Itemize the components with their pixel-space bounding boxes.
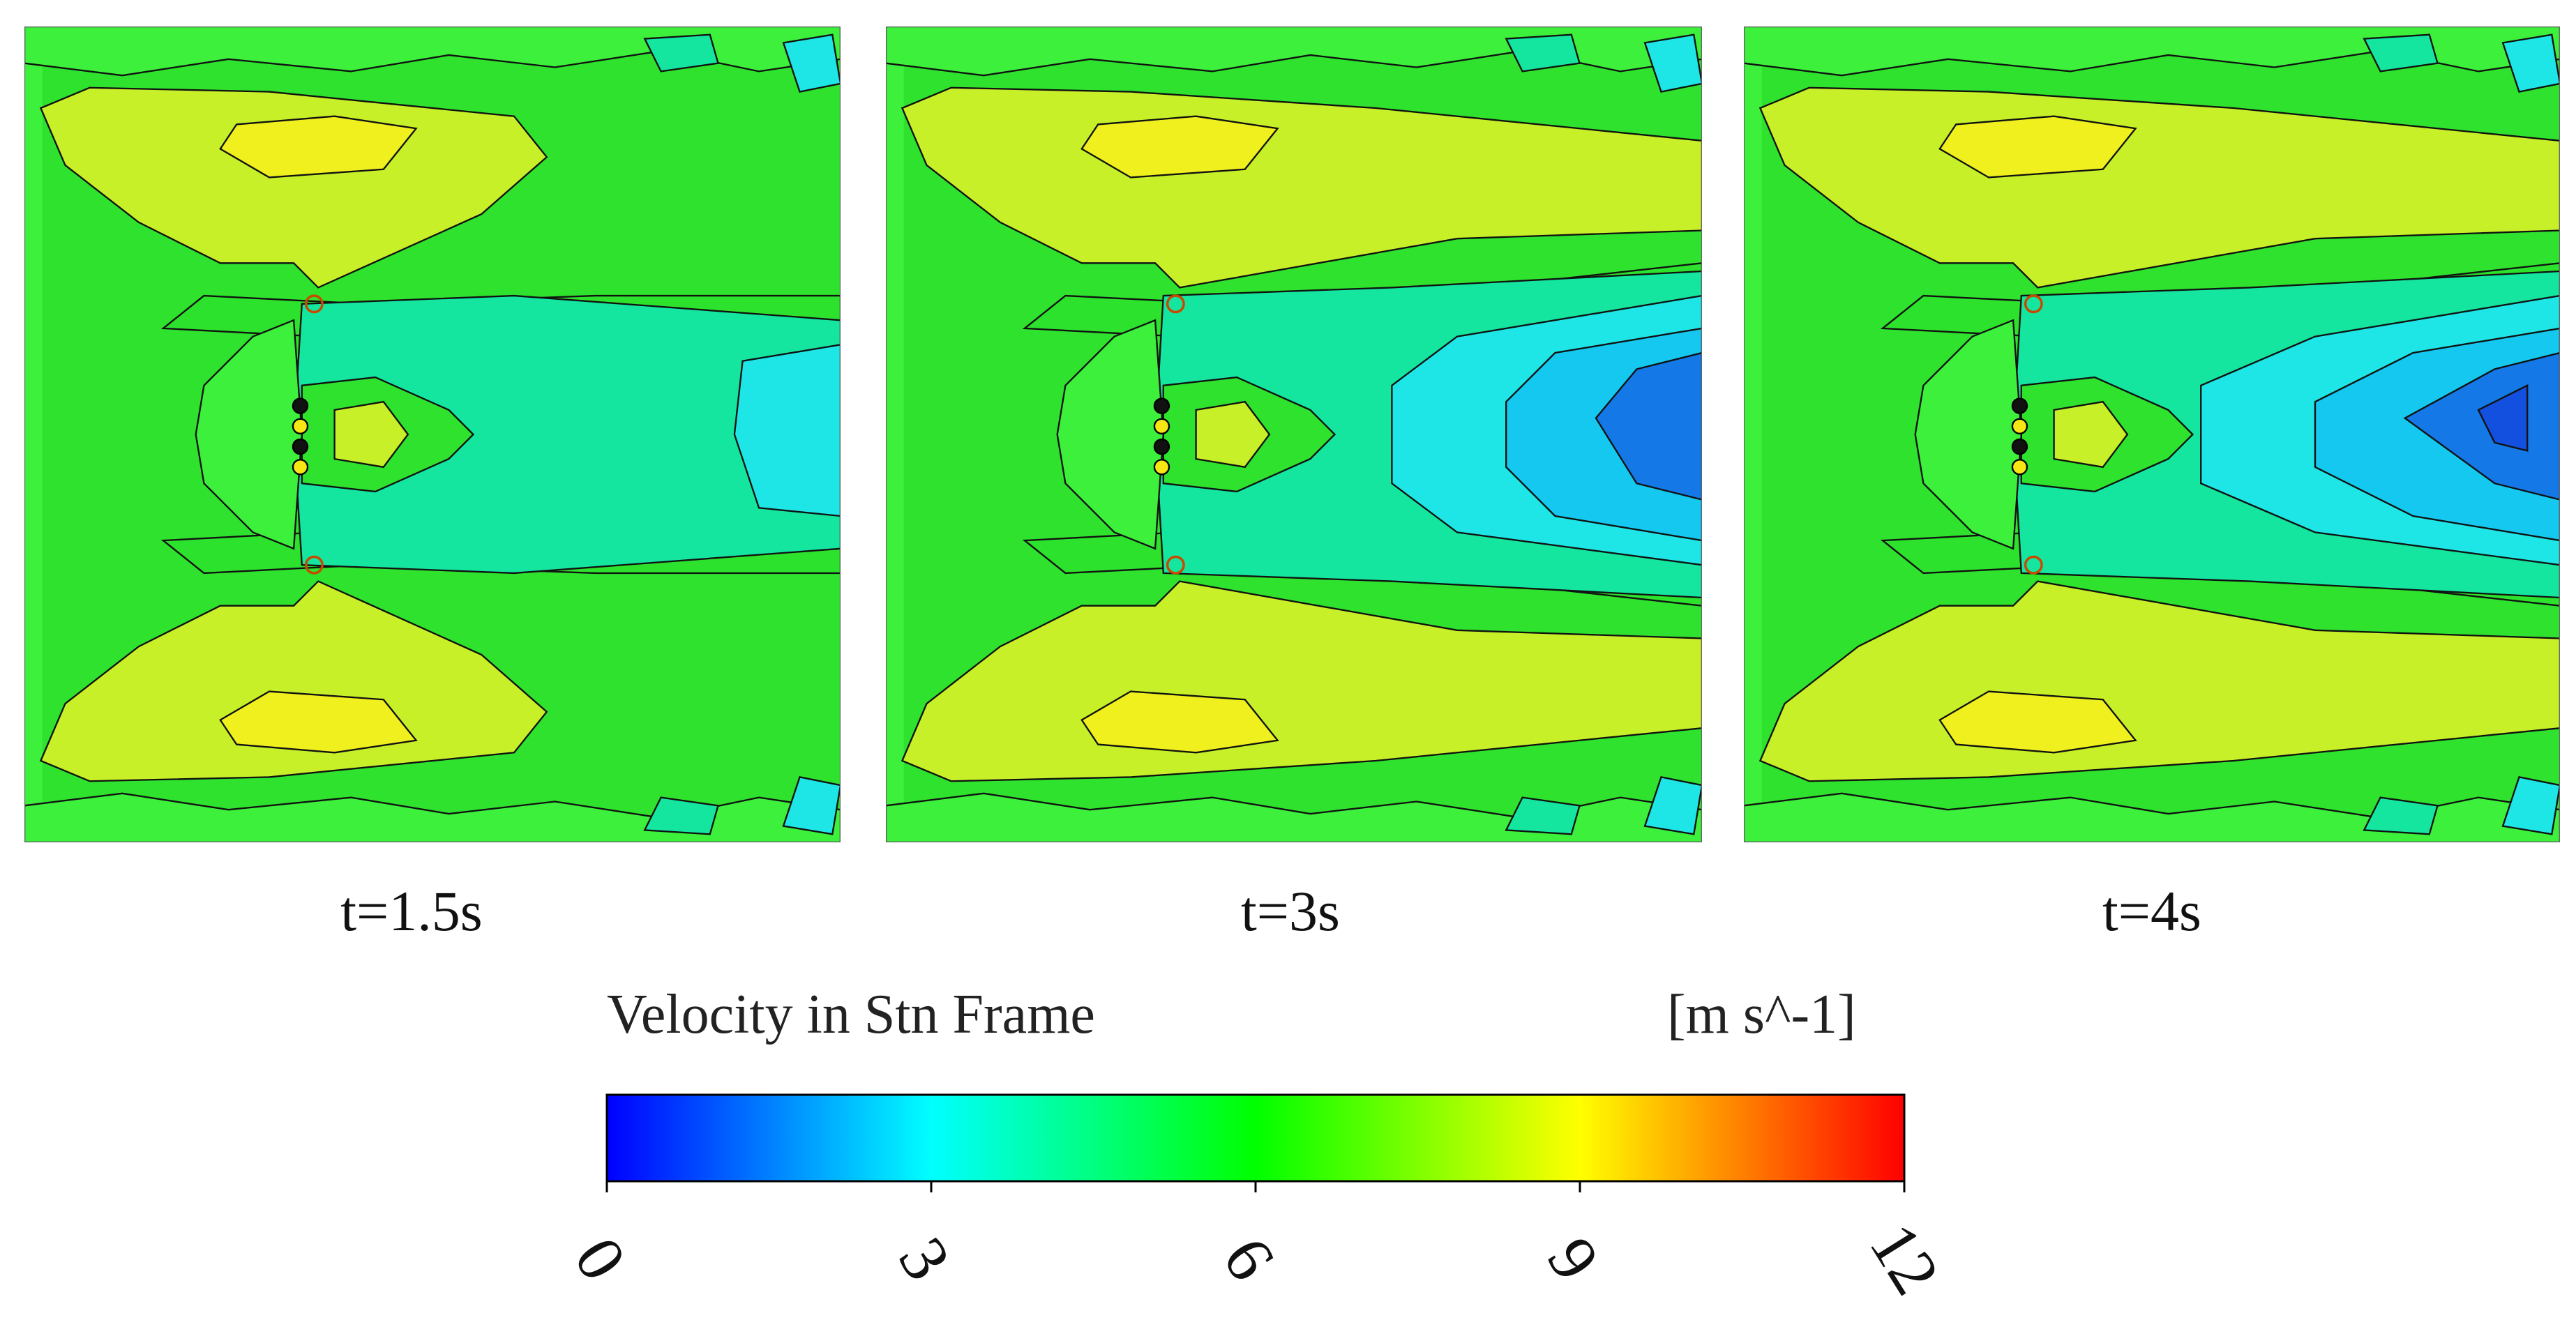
obstacle-marker [1153, 459, 1170, 476]
boundary-patch2-bottom [2501, 776, 2560, 835]
boundary-patch2-bottom [1643, 776, 1702, 835]
obstacle-marker [2011, 397, 2028, 414]
boundary-band-bottom [1744, 792, 2560, 842]
legend-tick-2: 6 [1209, 1224, 1290, 1293]
velocity-deficit-zone [733, 344, 841, 517]
boundary-band-bottom [886, 792, 1702, 842]
obstacle-edge-top [1166, 294, 1185, 314]
obstacle-marker [2011, 438, 2028, 455]
obstacle-marker [1153, 397, 1170, 414]
boundary-patch-bottom [643, 796, 719, 835]
contour-panel-3 [1744, 26, 2560, 842]
jet-core-upper [1080, 115, 1279, 179]
legend-title: Velocity in Stn Frame [607, 984, 1095, 1045]
legend-tick-0: 0 [560, 1224, 642, 1293]
obstacle-wake-core [2053, 400, 2129, 469]
boundary-patch2-top [782, 33, 841, 93]
jet-core-upper [219, 115, 418, 179]
obstacle-marker [292, 459, 309, 476]
obstacle-wake-core [333, 400, 409, 469]
obstacle-wake-core [1195, 400, 1271, 469]
boundary-patch-top [2363, 33, 2439, 73]
obstacle-edge-top [2024, 294, 2043, 314]
boundary-band-bottom [24, 792, 841, 842]
jet-core-upper [1938, 115, 2137, 179]
obstacle-marker [2011, 418, 2028, 434]
velocity-deficit-core [1595, 351, 1702, 501]
obstacle-marker [292, 438, 309, 455]
legend-tick-4: 12 [1855, 1211, 1954, 1307]
inlet-strip [1744, 26, 1762, 842]
boundary-patch2-bottom [782, 776, 841, 835]
panel-caption-2: t=3s [1241, 879, 1340, 943]
legend-tick-1: 3 [884, 1224, 966, 1293]
boundary-patch2-top [1643, 33, 1702, 93]
obstacle-edge-bottom [2024, 555, 2043, 575]
boundary-band-top [886, 26, 1702, 77]
inlet-strip [886, 26, 904, 842]
boundary-patch-top [643, 33, 719, 73]
boundary-patch-top [1505, 33, 1581, 73]
boundary-patch2-top [2501, 33, 2560, 93]
jet-core-lower [1938, 690, 2137, 754]
obstacle-edge-bottom [304, 555, 324, 575]
boundary-band-top [1744, 26, 2560, 77]
boundary-patch-bottom [2363, 796, 2439, 835]
jet-lobe-upper [39, 86, 548, 289]
panel-caption-1: t=1.5s [340, 879, 483, 943]
jet-lobe-lower [39, 580, 548, 782]
contour-panel-1 [24, 26, 841, 842]
obstacle-marker [2011, 459, 2028, 476]
obstacle-edge-top [304, 294, 324, 314]
contour-panel-2 [886, 26, 1702, 842]
jet-core-lower [1080, 690, 1279, 754]
legend-unit: [m s^-1] [1667, 984, 1856, 1045]
obstacle-edge-bottom [1166, 555, 1185, 575]
inlet-strip [24, 26, 43, 842]
legend-colorbar [605, 1093, 1906, 1192]
jet-core-lower [219, 690, 418, 754]
obstacle-marker [292, 418, 309, 434]
boundary-patch-bottom [1505, 796, 1581, 835]
boundary-band-top [24, 26, 841, 77]
legend-tick-3: 9 [1533, 1224, 1615, 1293]
panel-caption-3: t=4s [2102, 879, 2201, 943]
obstacle-marker [292, 397, 309, 414]
obstacle-marker [1153, 438, 1170, 455]
obstacle-marker [1153, 418, 1170, 434]
velocity-deficit-peak [2477, 384, 2529, 452]
